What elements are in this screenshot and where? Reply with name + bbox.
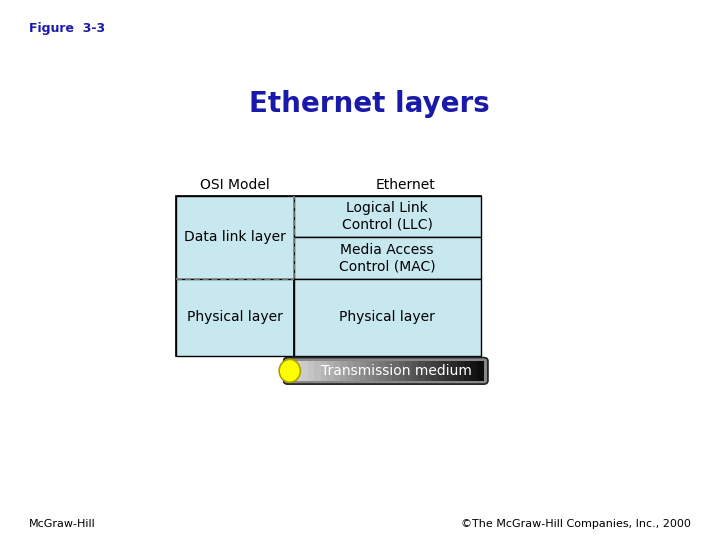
Bar [366, 361, 373, 381]
Text: Data link layer: Data link layer [184, 231, 286, 245]
Bar [464, 361, 471, 381]
Bar [438, 361, 445, 381]
Bar [307, 361, 315, 381]
Text: Ethernet layers: Ethernet layers [248, 90, 490, 118]
Bar [392, 361, 400, 381]
Bar [354, 361, 360, 381]
Text: Ethernet: Ethernet [375, 178, 435, 192]
Bar [176, 196, 481, 356]
Bar [327, 361, 334, 381]
Bar [444, 361, 451, 381]
Bar [347, 361, 354, 381]
Bar [294, 196, 480, 238]
Text: McGraw-Hill: McGraw-Hill [29, 519, 96, 529]
Bar [176, 279, 294, 356]
FancyBboxPatch shape [284, 357, 488, 384]
Bar [418, 361, 426, 381]
Bar [399, 361, 406, 381]
Bar [314, 361, 321, 381]
Bar [457, 361, 464, 381]
Text: OSI Model: OSI Model [200, 178, 270, 192]
Bar [320, 361, 328, 381]
Bar [301, 361, 308, 381]
Text: Media Access
Control (MAC): Media Access Control (MAC) [339, 243, 436, 273]
Bar [294, 238, 480, 279]
Bar [379, 361, 387, 381]
Text: Figure  3-3: Figure 3-3 [29, 22, 105, 35]
Text: Logical Link
Control (LLC): Logical Link Control (LLC) [342, 201, 433, 232]
Bar [477, 361, 484, 381]
Bar [340, 361, 347, 381]
Bar [333, 361, 341, 381]
Text: Transmission medium: Transmission medium [321, 364, 472, 378]
Bar [386, 361, 393, 381]
Bar [470, 361, 477, 381]
Bar [294, 361, 302, 381]
Bar [431, 361, 438, 381]
Bar [425, 361, 432, 381]
Bar [412, 361, 419, 381]
Text: ©The McGraw-Hill Companies, Inc., 2000: ©The McGraw-Hill Companies, Inc., 2000 [462, 519, 691, 529]
Bar [373, 361, 379, 381]
Text: Physical layer: Physical layer [339, 310, 435, 325]
Bar [176, 196, 294, 279]
Ellipse shape [279, 360, 300, 382]
Bar [360, 361, 366, 381]
Bar [294, 279, 480, 356]
Bar [288, 361, 295, 381]
Text: Physical layer: Physical layer [187, 310, 283, 325]
Bar [405, 361, 413, 381]
Bar [451, 361, 458, 381]
